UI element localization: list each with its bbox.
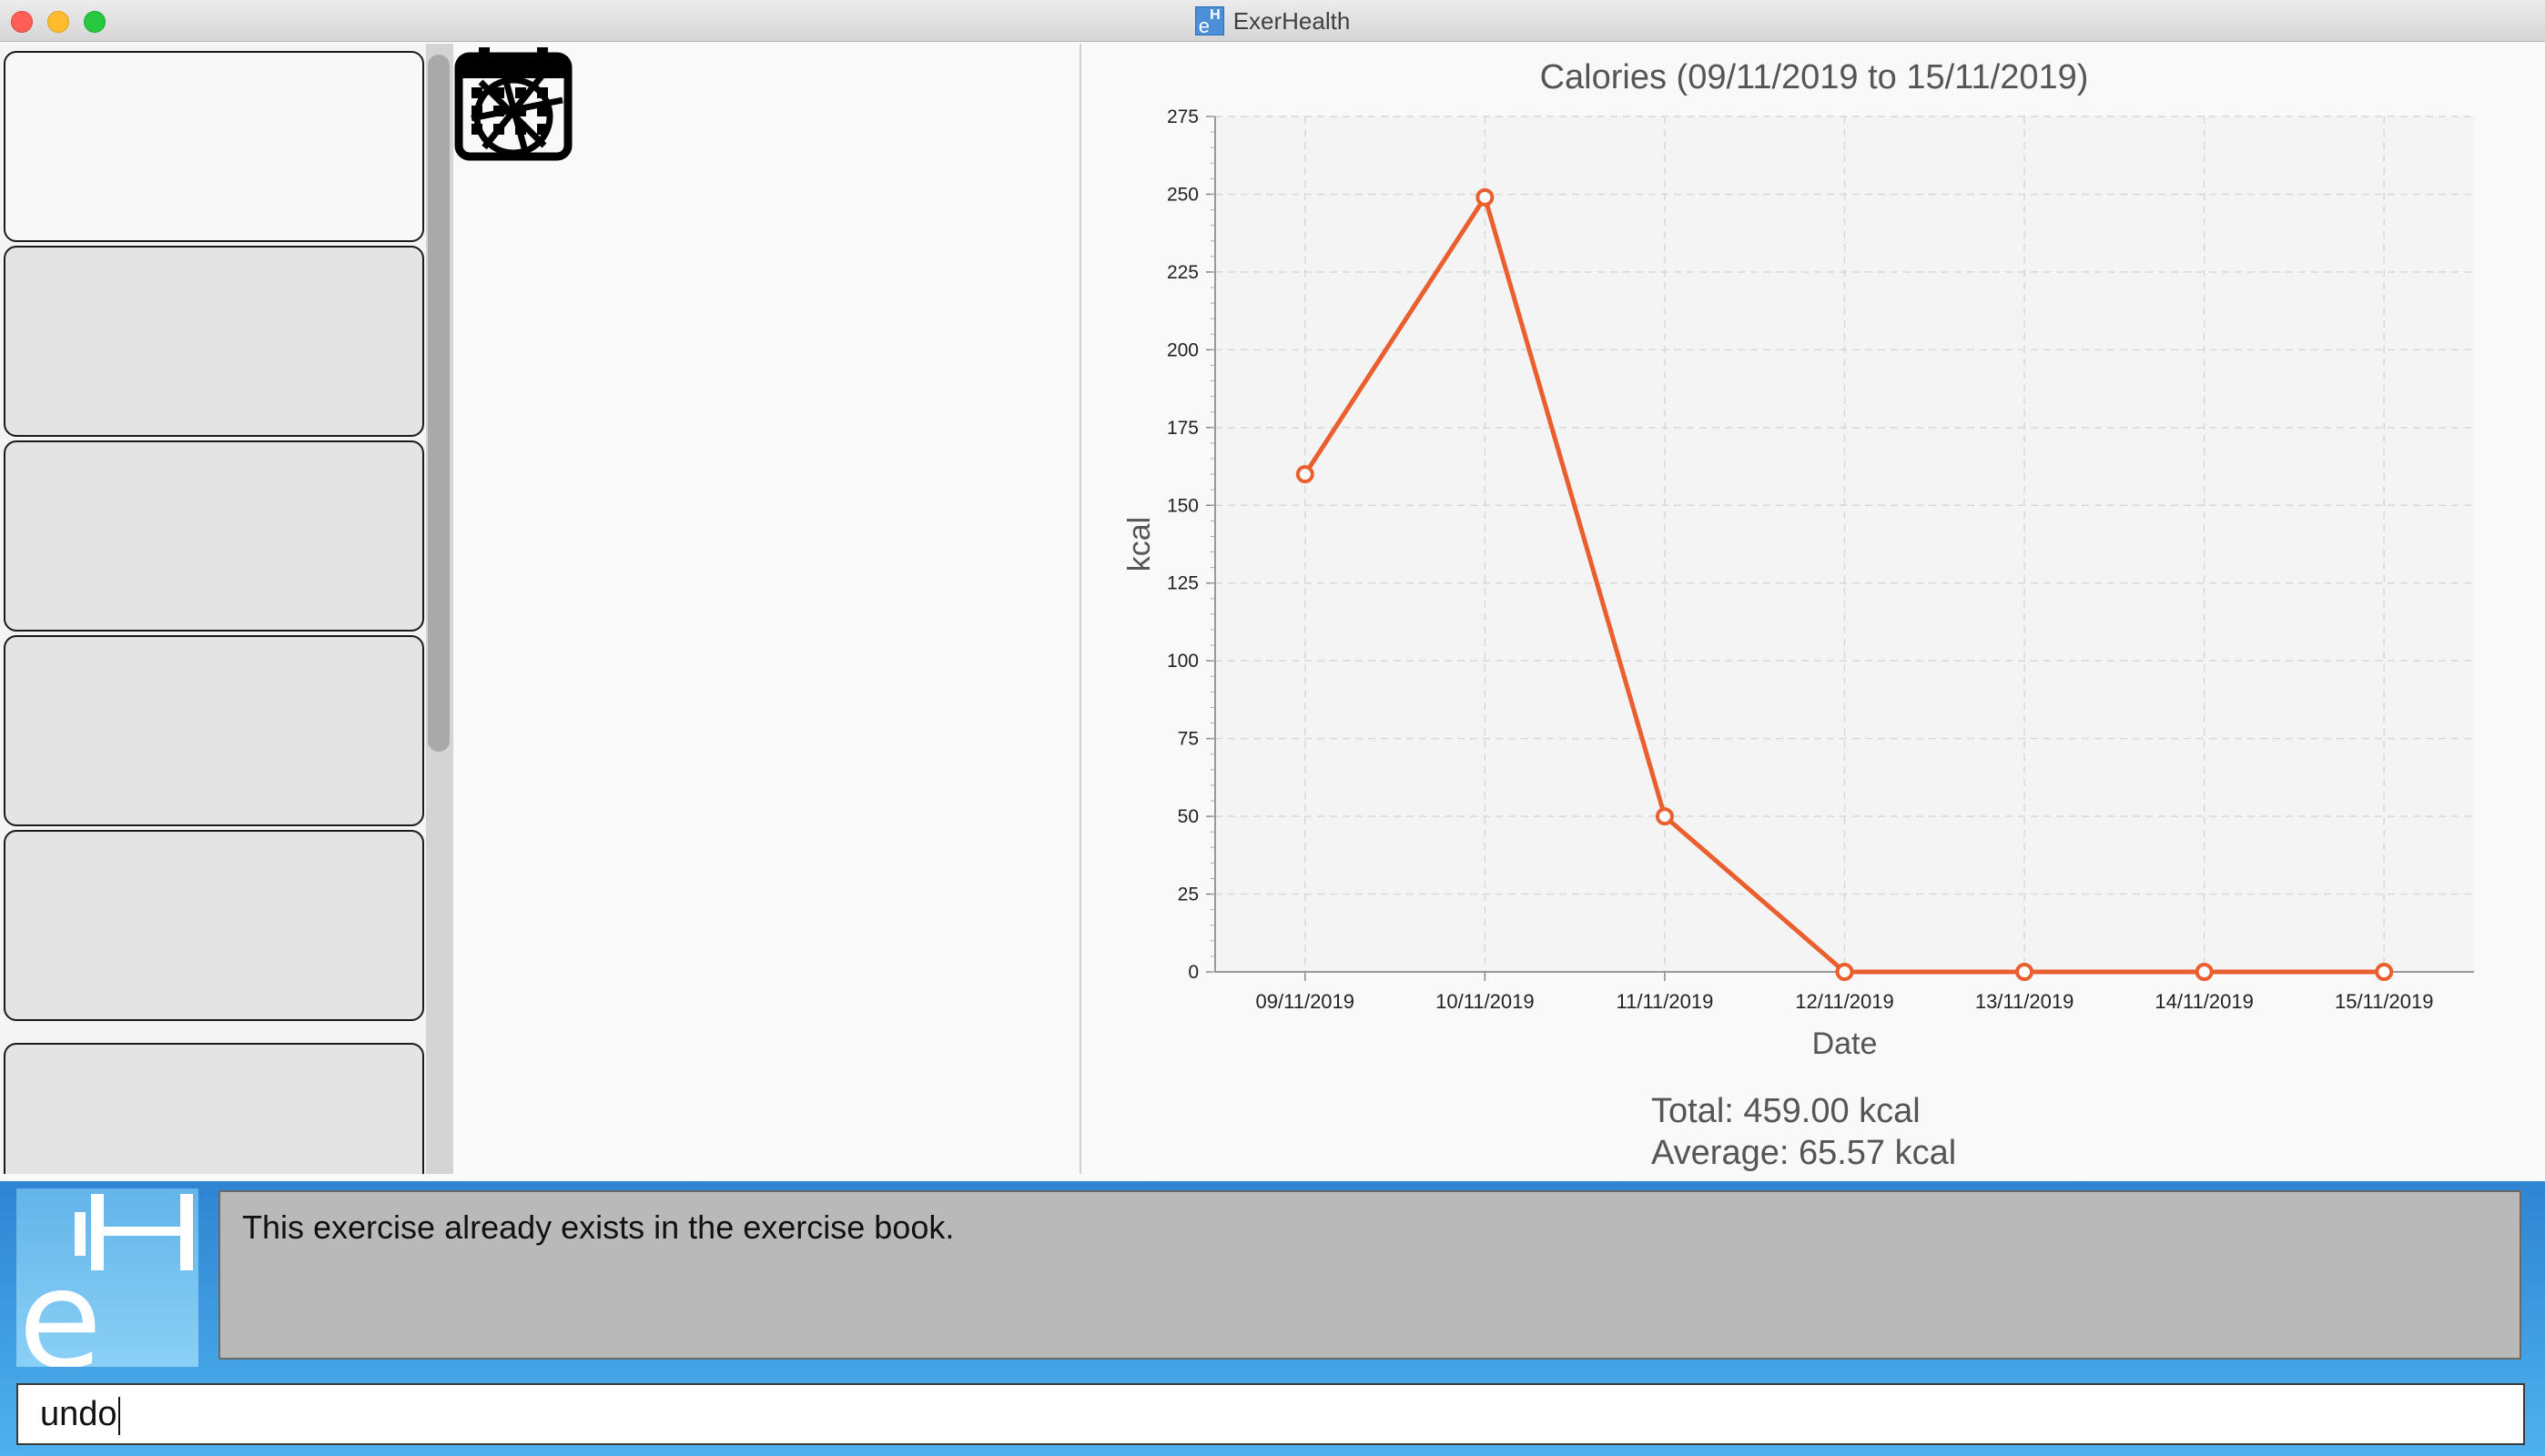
- exercise-card[interactable]: [4, 440, 424, 632]
- data-point: [1295, 465, 1314, 484]
- y-tick-label: 100: [1167, 651, 1199, 672]
- calendar-panel: [455, 44, 1080, 1174]
- x-tick-label: 12/11/2019: [1795, 990, 1893, 1013]
- y-tick-label: 50: [1178, 806, 1199, 827]
- y-axis-label: kcal: [1122, 517, 1157, 571]
- exercise-card[interactable]: [4, 51, 424, 242]
- text-caret: [117, 1396, 120, 1435]
- exercise-card[interactable]: [4, 246, 424, 437]
- exercise-list[interactable]: [0, 44, 428, 1174]
- total-calories: Total: 459.00 kcal: [1651, 1092, 1921, 1130]
- exerhealth-logo: e: [16, 1188, 198, 1367]
- minimize-window-button[interactable]: [47, 11, 69, 33]
- exercise-card[interactable]: [4, 830, 424, 1021]
- data-point: [2015, 963, 2034, 981]
- exercise-card[interactable]: [4, 635, 424, 826]
- average-calories: Average: 65.57 kcal: [1651, 1134, 1957, 1172]
- close-window-button[interactable]: [11, 11, 33, 33]
- y-tick-label: 200: [1167, 339, 1199, 360]
- panel-divider: [1080, 44, 1081, 1174]
- x-tick-label: 13/11/2019: [1975, 990, 2074, 1013]
- y-tick-label: 250: [1167, 184, 1199, 205]
- x-tick-label: 15/11/2019: [2335, 990, 2433, 1013]
- command-input[interactable]: undo: [16, 1383, 2525, 1445]
- x-tick-label: 14/11/2019: [2155, 990, 2253, 1013]
- exercise-list-scroll-thumb[interactable]: [428, 55, 450, 752]
- x-tick-label: 09/11/2019: [1256, 990, 1354, 1013]
- y-tick-label: 125: [1167, 573, 1199, 594]
- command-area: e This exercise already exists in the ex…: [0, 1181, 2545, 1456]
- data-point: [1655, 807, 1674, 826]
- command-input-text: undo: [40, 1395, 117, 1433]
- window-title: ExerHealth: [1232, 6, 1351, 35]
- y-tick-label: 175: [1167, 418, 1199, 439]
- data-point: [2375, 963, 2394, 981]
- calorie-summary: Total: 459.00 kcal Average: 65.57 kcal: [1651, 1090, 1956, 1174]
- y-tick-label: 25: [1178, 885, 1199, 905]
- x-tick-label: 10/11/2019: [1435, 990, 1534, 1013]
- x-axis-label: Date: [1812, 1026, 1878, 1061]
- y-tick-label: 75: [1178, 729, 1199, 750]
- calendar-icon[interactable]: [453, 46, 573, 162]
- y-tick-label: 225: [1167, 262, 1199, 283]
- y-tick-label: 0: [1188, 962, 1199, 983]
- data-point: [1835, 963, 1854, 981]
- exercise-card[interactable]: [4, 1043, 424, 1174]
- calories-line-chart: 0 25 50 75 100 125 150 175 200 225 250 275 09/11/201…: [1122, 106, 2474, 1061]
- y-tick-label: 150: [1167, 495, 1199, 516]
- y-tick-label: 275: [1167, 106, 1199, 127]
- maximize-window-button[interactable]: [84, 11, 106, 33]
- result-display: This exercise already exists in the exer…: [218, 1190, 2521, 1360]
- calories-chart-panel: Calories (09/11/2019 to 15/11/2019) 0 25 5…: [1083, 44, 2545, 1174]
- chart-title: Calories (09/11/2019 to 15/11/2019): [1539, 58, 2089, 96]
- svg-text:e: e: [18, 1241, 102, 1367]
- x-tick-label: 11/11/2019: [1617, 990, 1714, 1013]
- data-point: [1475, 187, 1495, 207]
- data-point: [2195, 963, 2214, 981]
